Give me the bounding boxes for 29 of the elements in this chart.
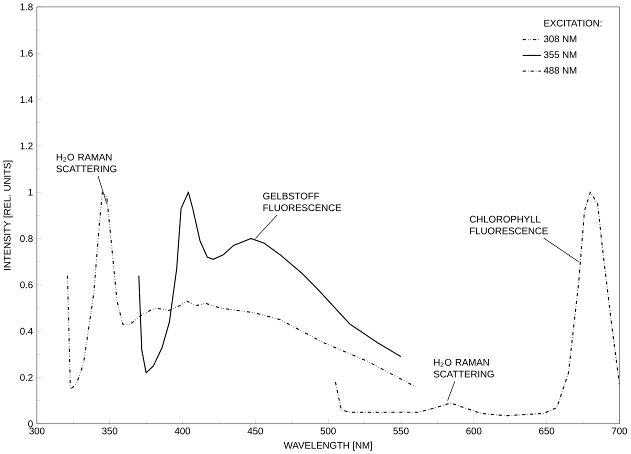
x-axis-title: WAVELENGTH [NM] bbox=[284, 442, 372, 451]
y-tick-label: 0 bbox=[28, 420, 33, 428]
y-tick-label: 1 bbox=[28, 188, 33, 196]
x-tick-label: 400 bbox=[174, 428, 190, 434]
x-tick-label: 300 bbox=[29, 428, 45, 434]
y-tick-label: 0.8 bbox=[20, 235, 33, 242]
legend-label: 308 NM bbox=[544, 35, 576, 42]
x-tick-label: 350 bbox=[102, 428, 118, 434]
x-tick-label: 600 bbox=[466, 428, 482, 434]
legend-title: EXCITATION: bbox=[544, 20, 602, 26]
y-tick-label: 1.4 bbox=[20, 96, 33, 103]
y-tick-label: 1.8 bbox=[20, 3, 33, 10]
y-tick-label: 0.4 bbox=[20, 328, 33, 335]
y-tick-label: 1.6 bbox=[20, 50, 33, 57]
annotation: GELBSTOFF FLUORESCENCE bbox=[263, 192, 342, 212]
y-tick-label: 0.6 bbox=[20, 281, 33, 288]
annotation: H$_{2}$O RAMAN SCATTERING bbox=[434, 358, 494, 378]
x-tick-label: 550 bbox=[393, 428, 409, 434]
y-axis-title: INTENSITY [REL. UNITS] bbox=[4, 160, 12, 270]
annotation: H$_{2}$O RAMAN SCATTERING bbox=[56, 154, 116, 172]
legend-label: 488 NM bbox=[544, 66, 576, 74]
y-tick-label: 0.2 bbox=[20, 374, 33, 381]
legend-label: 355 NM bbox=[544, 51, 576, 58]
y-tick-label: 1.2 bbox=[20, 142, 33, 150]
x-tick-label: 450 bbox=[248, 428, 263, 434]
annotation: CHLOROPHYLL FLUORESCENCE bbox=[470, 216, 548, 234]
x-tick-label: 500 bbox=[320, 428, 336, 434]
x-tick-label: 700 bbox=[612, 428, 628, 434]
x-tick-label: 650 bbox=[539, 428, 554, 434]
